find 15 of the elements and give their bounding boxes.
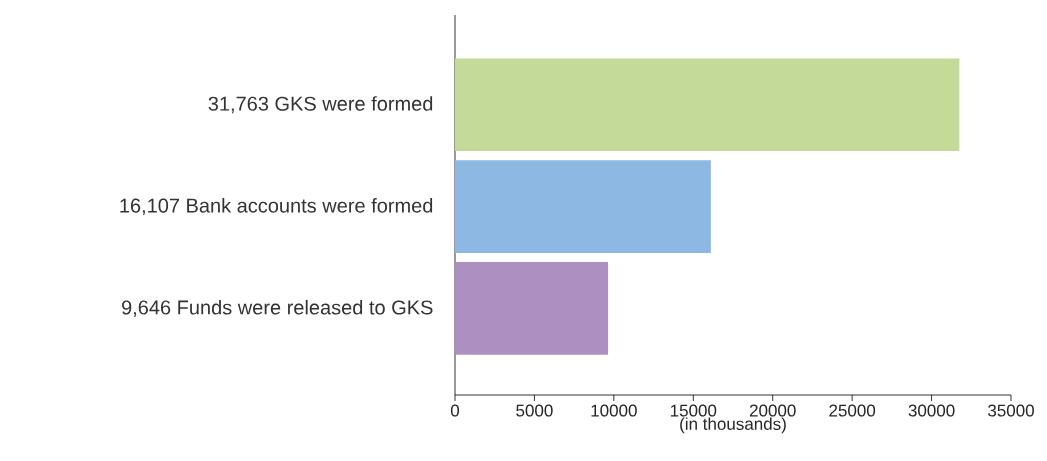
bar [455,262,609,355]
x-tick-label: 10000 [591,404,637,417]
bar [455,160,711,253]
y-tick-label: 9,646 Funds were released to GKS [122,299,433,317]
x-tick-label: 35000 [988,404,1034,417]
y-tick-label: 16,107 Bank accounts were formed [120,198,433,216]
x-axis-title: (in thousands) [680,417,786,434]
x-tick-label: 5000 [516,404,553,417]
x-tick-label: 30000 [908,404,955,417]
x-tick-label: 25000 [829,404,876,417]
x-tick-label: 0 [450,404,460,417]
x-tick-label: 15000 [670,404,717,417]
y-tick-label: 31,763 GKS were formed [208,96,433,114]
x-tick-label: 20000 [749,404,796,417]
bar [455,58,960,152]
